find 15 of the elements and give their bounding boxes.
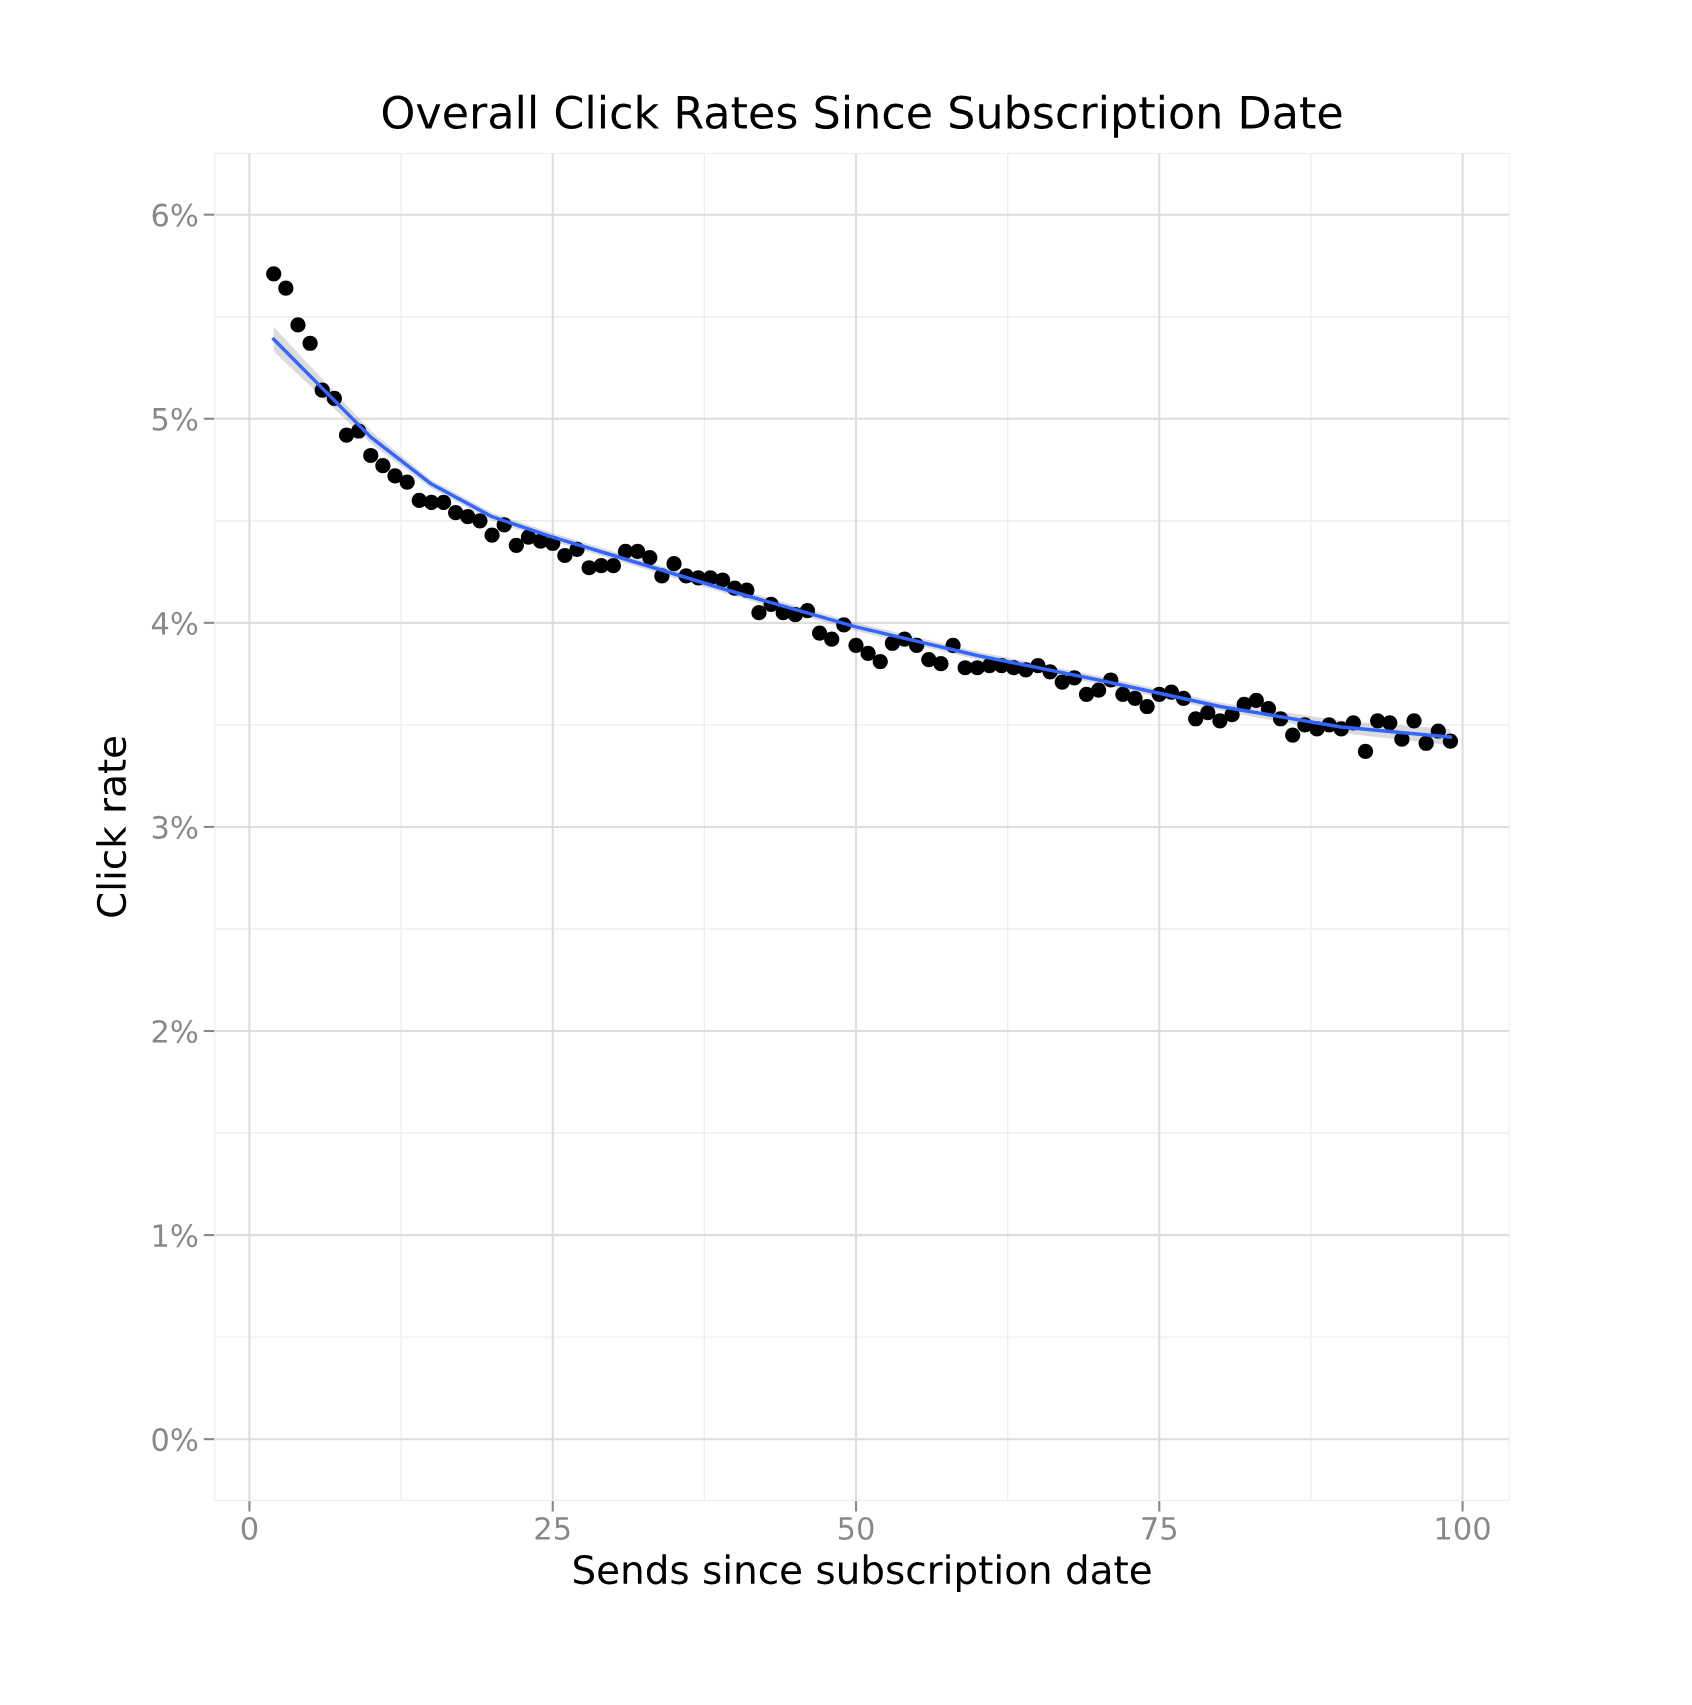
y-tick-label: 1% [153,1224,198,1248]
y-tick-label: 6% [152,203,198,227]
y-tick-label: 5% [152,407,198,431]
x-tick-label: 0 [241,1516,258,1541]
y-tick-label: 2% [152,1019,198,1044]
y-tick-label: 3% [152,815,198,839]
x-tick-label: 75 [1142,1517,1177,1541]
x-axis-title: Sends since subscription date [574,1554,1151,1592]
x-tick-label: 50 [838,1516,874,1541]
y-tick-label: 0% [152,1428,198,1452]
x-tick-label: 25 [535,1516,570,1541]
chart-title: Overall Click Rates Since Subscription Date [382,94,1342,138]
x-tick-label: 100 [1436,1516,1490,1541]
y-tick-label: 4% [151,611,198,635]
y-axis-title: Click rate [96,736,127,917]
